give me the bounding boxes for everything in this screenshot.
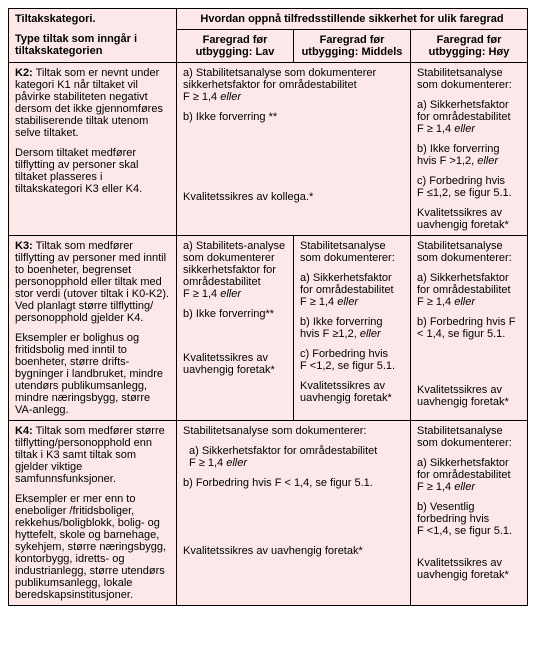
- k4-hoy: Stabilitetsanalyse som dokumenterer: a) …: [411, 421, 528, 606]
- k2-desc: K2: Tiltak som er nevnt under kategori K…: [9, 63, 177, 236]
- k3-hoy: Stabilitetsanalyse som dokumenterer: a) …: [411, 236, 528, 421]
- safety-category-table: Tiltakskategori. Type tiltak som inngår …: [8, 8, 528, 606]
- table-row-k2: K2: Tiltak som er nevnt under kategori K…: [9, 63, 528, 236]
- header-left-l1: Tiltakskategori.: [15, 13, 170, 25]
- k3-label: K3:: [15, 240, 33, 252]
- k4-lav-middels: Stabilitetsanalyse som dokumenterer: a) …: [177, 421, 411, 606]
- k2-label: K2:: [15, 67, 33, 79]
- header-top-span: Hvordan oppnå tilfredsstillende sikkerhe…: [177, 9, 528, 30]
- header-left-l2: Type tiltak som inngår i tiltakskategori…: [15, 33, 170, 57]
- header-col-middels: Faregrad før utbygging: Middels: [294, 30, 411, 63]
- k3-middels: Stabilitetsanalyse som dokumenterer: a) …: [294, 236, 411, 421]
- k2-hoy: Stabilitetsanalyse som dokumenterer: a) …: [411, 63, 528, 236]
- header-left: Tiltakskategori. Type tiltak som inngår …: [9, 9, 177, 63]
- table-row-k4: K4: Tiltak som medfører større tilflytti…: [9, 421, 528, 606]
- k4-desc: K4: Tiltak som medfører større tilflytti…: [9, 421, 177, 606]
- k2-lav-middels: a) Stabilitetsanalyse som dokumenterer s…: [177, 63, 411, 236]
- k3-lav: a) Stabilitets-analyse som dokumenterer …: [177, 236, 294, 421]
- k3-desc: K3: Tiltak som medfører tilflytting av p…: [9, 236, 177, 421]
- header-col-lav: Faregrad før utbygging: Lav: [177, 30, 294, 63]
- k4-label: K4:: [15, 425, 33, 437]
- header-col-hoy: Faregrad før utbygging: Høy: [411, 30, 528, 63]
- table-row-k3: K3: Tiltak som medfører tilflytting av p…: [9, 236, 528, 421]
